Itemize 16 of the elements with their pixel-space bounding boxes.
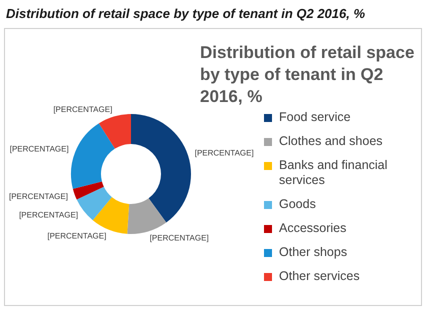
legend-label: Goods: [279, 197, 316, 212]
data-label: [PERCENTAGE]: [53, 104, 112, 114]
data-label: [PERCENTAGE]: [10, 144, 69, 154]
legend-label: Other services: [279, 269, 360, 284]
legend-label: Clothes and shoes: [279, 134, 383, 149]
legend-label: Accessories: [279, 221, 346, 236]
data-label: [PERCENTAGE]: [150, 234, 209, 243]
legend-label: Food service: [279, 110, 351, 125]
data-label: [PERCENTAGE]: [47, 232, 106, 240]
chart-subtitle: Distribution of retail space by type of tenant in Q2 2016, %: [200, 42, 416, 108]
data-label: [PERCENTAGE]: [194, 148, 254, 158]
legend-label: Other shops: [279, 245, 348, 260]
chart-title: Distribution of retail space by type of tenant in Q2 2016, %: [6, 6, 366, 21]
legend-label: Banks and financial services: [279, 158, 388, 188]
data-label: [PERCENTAGE]: [8, 192, 68, 201]
data-label: [PERCENTAGE]: [19, 210, 78, 220]
